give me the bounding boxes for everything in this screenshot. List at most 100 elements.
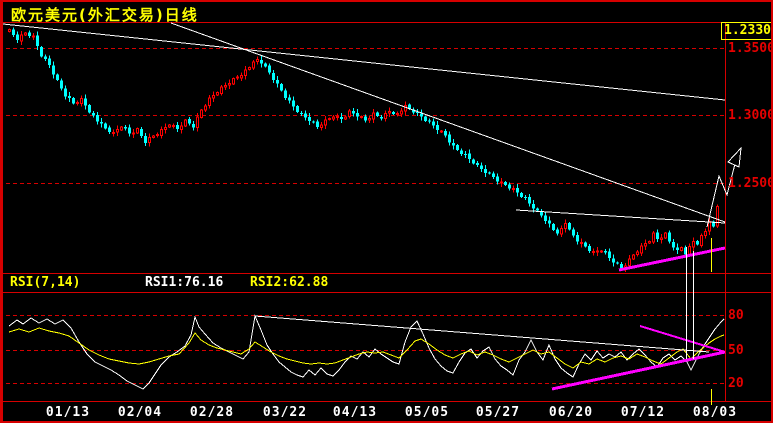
candle-body-down xyxy=(416,112,419,114)
candle-body-down xyxy=(576,235,579,242)
candle-body-down xyxy=(108,127,111,133)
candle-body-up xyxy=(20,34,23,42)
trendline-rsi-downtrend xyxy=(254,315,710,353)
breakout-arrow-head xyxy=(727,146,742,168)
candle-body-down xyxy=(444,130,447,136)
date-label: 06/20 xyxy=(548,405,594,420)
candle-body-up xyxy=(80,97,83,104)
candle-body-up xyxy=(680,247,683,252)
candle-body-up xyxy=(664,232,667,239)
candle-body-down xyxy=(140,129,143,137)
trendline-rsi-wedge-lower xyxy=(551,350,726,391)
candle-body-up xyxy=(148,136,151,143)
candle-body-up xyxy=(220,86,223,94)
rsi-lines xyxy=(8,314,725,390)
candle-body-down xyxy=(604,251,607,253)
candle-body-down xyxy=(436,125,439,131)
candle-body-down xyxy=(588,245,591,252)
candle-body-down xyxy=(316,121,319,127)
candle-body-down xyxy=(304,113,307,118)
window-title: 欧元美元(外汇交易)日线 xyxy=(11,6,199,24)
candle-body-down xyxy=(608,251,611,259)
candle-body-down xyxy=(696,241,699,245)
candle-body-up xyxy=(708,220,711,232)
price-tick-label: 1.3500 xyxy=(728,41,773,56)
candle-body-up xyxy=(228,83,231,86)
candle-body-down xyxy=(292,100,295,107)
candle-body-up xyxy=(196,116,199,128)
candle-body-down xyxy=(520,193,523,198)
trendline-major-downtrend-shallow xyxy=(3,23,726,101)
indicator-caption-item: RSI1:76.16 xyxy=(145,275,224,290)
candle-body-up xyxy=(336,115,339,118)
candle-body-up xyxy=(252,61,255,69)
candle-body-up xyxy=(404,104,407,112)
candle-body-up xyxy=(200,109,203,119)
candle-body-up xyxy=(180,125,183,131)
candle-body-down xyxy=(584,242,587,247)
candle-body-down xyxy=(676,247,679,250)
candle-body-up xyxy=(564,222,567,229)
candle-body-down xyxy=(84,98,87,106)
candle-body-up xyxy=(332,116,335,120)
candle-body-down xyxy=(276,79,279,84)
candle-body-up xyxy=(32,35,35,38)
candle-body-up xyxy=(600,250,603,253)
candle-body-down xyxy=(620,264,623,270)
candle-body-down xyxy=(508,184,511,189)
candle-body-up xyxy=(164,127,167,130)
candle-body-up xyxy=(132,132,135,135)
candle-body-down xyxy=(64,88,67,97)
candle-body-up xyxy=(216,92,219,96)
candle-body-up xyxy=(116,128,119,133)
candle-body-down xyxy=(380,116,383,119)
candle-body-down xyxy=(456,144,459,150)
gridlines xyxy=(6,48,724,384)
rsi2-line xyxy=(8,327,725,369)
trendlines xyxy=(3,22,726,391)
candle-body-down xyxy=(392,111,395,115)
candle-body-down xyxy=(308,116,311,122)
candle-body-up xyxy=(184,119,187,127)
candle-body-up xyxy=(232,77,235,85)
date-label: 05/27 xyxy=(475,405,521,420)
candle-body-down xyxy=(524,197,527,199)
candle-body-down xyxy=(656,232,659,240)
candle-body-up xyxy=(24,32,27,36)
breakout-arrow-shaft xyxy=(706,159,737,228)
candle-body-up xyxy=(136,127,139,134)
price-tick-label: 1.2500 xyxy=(728,176,773,191)
date-label: 07/12 xyxy=(620,405,666,420)
candle-body-up xyxy=(384,113,387,120)
candle-body-up xyxy=(644,243,647,247)
candle-body-down xyxy=(684,247,687,255)
candle-body-up xyxy=(440,130,443,133)
candle-body-up xyxy=(344,116,347,120)
candle-body-up xyxy=(388,111,391,114)
candle-body-down xyxy=(424,116,427,122)
candle-body-down xyxy=(144,136,147,144)
candle-body-down xyxy=(672,241,675,248)
candle-body-down xyxy=(516,188,519,193)
candle-body-up xyxy=(248,67,251,70)
candle-body-up xyxy=(244,69,247,77)
candle-body-up xyxy=(700,235,703,246)
candle-body-down xyxy=(572,229,575,236)
candle-body-down xyxy=(340,117,343,119)
chart-canvas[interactable] xyxy=(3,2,773,422)
candle-body-up xyxy=(716,205,719,227)
candle-body-up xyxy=(156,134,159,137)
candle-body-down xyxy=(532,203,535,209)
candle-body-up xyxy=(580,241,583,244)
candle-body-down xyxy=(260,60,263,64)
rsi-tick-label: 80 xyxy=(728,308,744,323)
candle-body-up xyxy=(76,102,79,105)
candle-body-down xyxy=(352,111,355,114)
candle-body-up xyxy=(372,112,375,120)
date-label: 01/13 xyxy=(45,405,91,420)
candle-body-down xyxy=(16,34,19,41)
candle-body-down xyxy=(104,123,107,129)
candle-body-up xyxy=(236,76,239,79)
candle-body-up xyxy=(172,124,175,127)
